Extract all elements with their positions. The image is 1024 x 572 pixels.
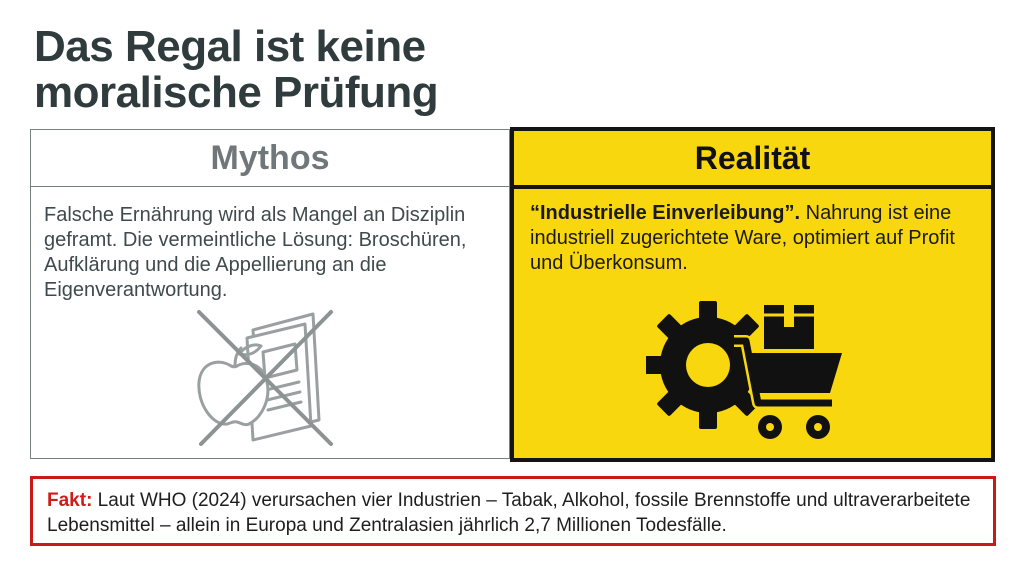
title-line-2: moralische Prüfung — [34, 68, 439, 117]
gear-shopping-cart-box-icon — [646, 301, 842, 439]
mythos-heading: Mythos — [210, 138, 330, 177]
realitaet-text-bold: “Industrielle Einverleibung”. — [530, 202, 801, 224]
fact-body: Laut WHO (2024) verursachen vier Industr… — [47, 490, 971, 536]
page-title: Das Regal ist keine moralische Prüfung — [34, 22, 439, 117]
mythos-header: Mythos — [31, 130, 509, 187]
fact-box: Fakt: Laut WHO (2024) verursachen vier I… — [30, 476, 996, 546]
fact-text: Fakt: Laut WHO (2024) verursachen vier I… — [47, 488, 981, 538]
realitaet-panel: Realität “Industrielle Einverleibung”. N… — [510, 127, 995, 462]
mythos-text: Falsche Ernährung wird als Mangel an Dis… — [44, 204, 467, 301]
title-line-1: Das Regal ist keine — [34, 22, 426, 71]
realitaet-text: “Industrielle Einverleibung”. Nahrung is… — [530, 201, 980, 276]
realitaet-text-rest: Nahrung ist eine industriell zugerichtet… — [530, 202, 955, 274]
fact-label: Fakt: — [47, 490, 93, 511]
crossed-out-apple-and-brochure-icon — [197, 310, 333, 446]
realitaet-heading: Realität — [694, 139, 811, 176]
mythos-panel: Mythos Falsche Ernährung wird als Mangel… — [30, 129, 510, 459]
realitaet-header: Realität — [514, 131, 991, 189]
